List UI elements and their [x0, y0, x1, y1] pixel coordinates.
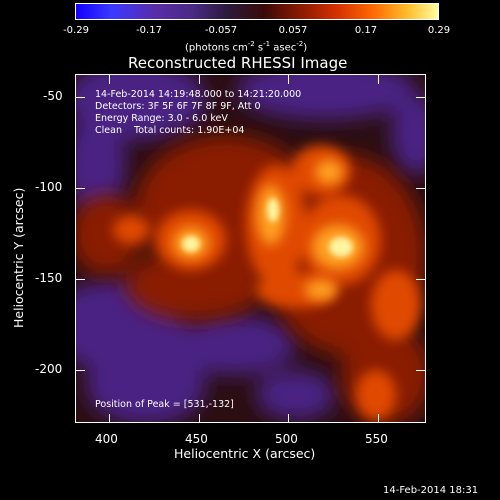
x-tick-mark [199, 75, 200, 84]
x-tick-label: 450 [185, 432, 208, 446]
x-tick-mark [378, 75, 379, 84]
annotation-peak: Position of Peak = [531,-132] [95, 399, 234, 410]
y-tick-mark [76, 370, 85, 371]
y-tick-mark [416, 97, 425, 98]
y-tick-mark [76, 97, 85, 98]
colorbar-units: (photons cm-2 s-1 asec-2) [185, 40, 308, 54]
annotation-energy: Energy Range: 3.0 - 6.0 keV [95, 113, 228, 124]
x-tick-mark [288, 75, 289, 84]
x-tick-mark [199, 414, 200, 422]
y-tick-mark [416, 279, 425, 280]
annotation-detectors: Detectors: 3F 5F 6F 7F 8F 9F, Att 0 [95, 101, 261, 112]
annotation-time: 14-Feb-2014 14:19:48.000 to 14:21:20.000 [95, 89, 302, 100]
colorbar-tick: -0.29 [63, 25, 89, 36]
y-axis-label: Heliocentric Y (arcsec) [11, 187, 26, 328]
colorbar-gradient [76, 4, 438, 19]
colorbar-tick: 0.057 [278, 25, 308, 36]
y-tick-label: -150 [35, 271, 63, 285]
colorbar [75, 3, 439, 20]
plot-title: Reconstructed RHESSI Image [128, 54, 348, 72]
y-tick-label: -50 [43, 89, 63, 103]
y-tick-label: -100 [35, 180, 63, 194]
x-tick-mark [288, 414, 289, 422]
colorbar-tick: 0.17 [354, 25, 378, 36]
x-tick-label: 400 [95, 432, 118, 446]
x-tick-mark [109, 414, 110, 422]
annotation-algorithm: Clean Total counts: 1.90E+04 [95, 125, 245, 136]
y-tick-mark [76, 279, 85, 280]
y-tick-mark [416, 188, 425, 189]
x-tick-mark [109, 75, 110, 84]
solar-image [76, 75, 425, 422]
x-axis-label: Heliocentric X (arcsec) [174, 446, 316, 461]
y-tick-label: -200 [35, 362, 63, 376]
timestamp: 14-Feb-2014 18:31 [383, 485, 479, 496]
colorbar-tick: -0.17 [136, 25, 162, 36]
x-tick-mark [378, 414, 379, 422]
y-tick-mark [76, 188, 85, 189]
x-tick-label: 550 [365, 432, 388, 446]
x-tick-label: 500 [275, 432, 298, 446]
y-tick-mark [416, 370, 425, 371]
colorbar-tick: -0.057 [204, 25, 238, 36]
image-plot: 14-Feb-2014 14:19:48.000 to 14:21:20.000… [75, 74, 426, 423]
colorbar-tick: 0.29 [427, 25, 451, 36]
